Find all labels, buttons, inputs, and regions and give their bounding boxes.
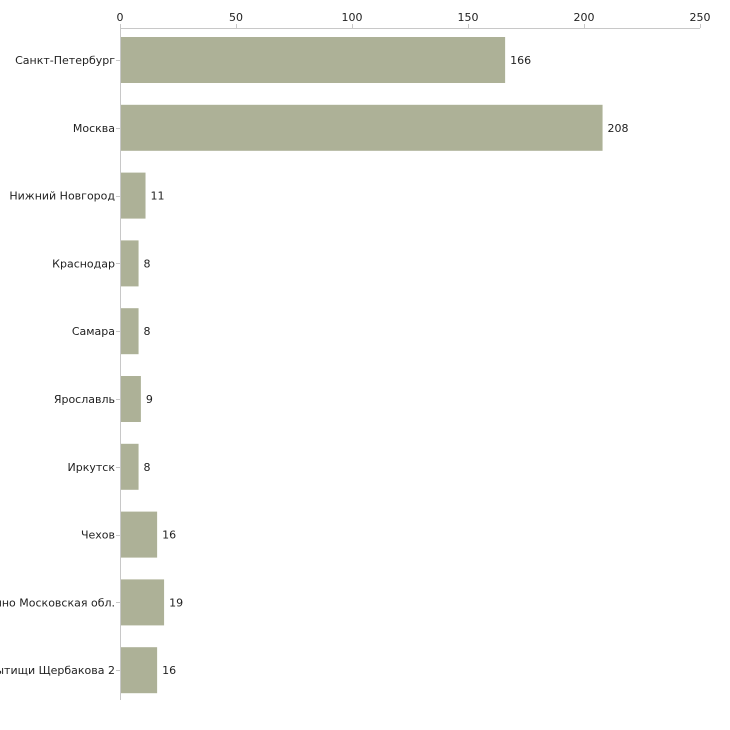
category-label: Мытищи Щербакова 2 [0,664,115,677]
bars [121,37,603,694]
value-label: 19 [169,596,183,609]
bar [121,579,165,626]
value-label: 11 [151,190,165,203]
value-label: 9 [146,393,153,406]
category-label: Нижний Новгород [9,190,115,203]
x-tick-label: 0 [117,11,124,24]
x-axis: 0 50 100 150 200 250 [117,11,711,29]
category-label: Самара [72,325,115,338]
x-tick-label: 100 [342,11,363,24]
value-label: 8 [144,461,151,474]
value-label: 16 [162,529,176,542]
x-tick-label: 250 [690,11,711,24]
value-label: 208 [608,122,629,135]
x-tick-label: 150 [458,11,479,24]
x-tick-label: 200 [574,11,595,24]
bar [121,443,139,490]
category-label: Краснодар [52,257,115,270]
value-label: 8 [144,325,151,338]
category-label: ино Московская обл. [0,596,115,609]
value-label: 16 [162,664,176,677]
bar [121,240,139,287]
category-label: Ярославль [54,393,115,406]
bar [121,308,139,355]
category-label: Иркутск [68,461,116,474]
value-label: 166 [510,54,531,67]
value-labels: 166 208 11 8 8 9 8 16 19 16 [144,54,629,677]
bar [121,511,158,558]
category-label: Чехов [81,529,115,542]
bar [121,37,506,83]
bar [121,376,141,422]
bar [121,172,146,219]
value-label: 8 [144,257,151,270]
category-label: Санкт-Петербург [15,54,115,67]
bar [121,647,158,694]
y-axis: Санкт-Петербург Москва Нижний Новгород Крас… [0,28,121,700]
bar [121,104,603,151]
x-tick-label: 50 [229,11,243,24]
category-label: Москва [73,122,115,135]
